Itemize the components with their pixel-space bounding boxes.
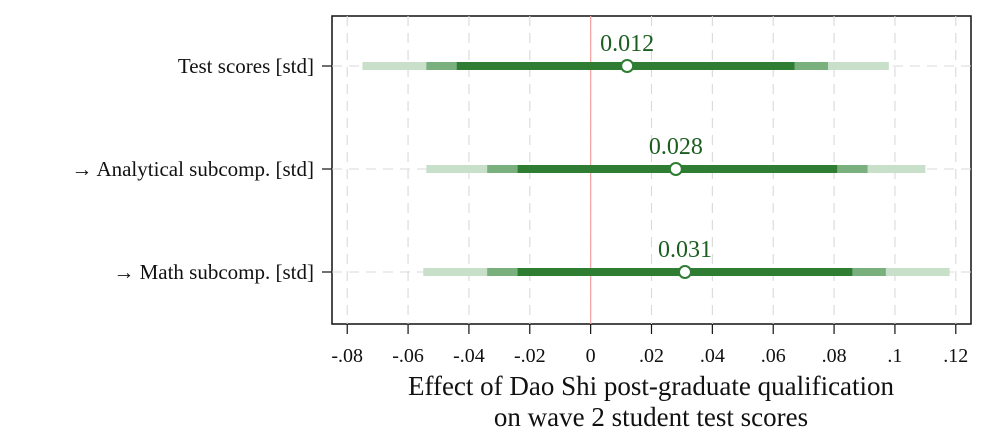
x-axis-ticks: -.08 -.06 -.04 -.02 0 .02 .04 .06 .08 .1 .12 (331, 324, 968, 367)
x-tick-label: -.06 (392, 345, 424, 367)
x-tick-label: -.04 (453, 345, 485, 367)
point-estimate-marker (668, 162, 683, 176)
row-label: → Math subcomp. [std] (113, 260, 314, 284)
coefficient-rows: Test scores [std] 0.012 → Analytical subco… (71, 31, 950, 284)
x-tick-label: .08 (822, 345, 847, 367)
x-tick-label: .02 (639, 345, 664, 367)
x-axis-title-line-2: on wave 2 student test scores (494, 402, 808, 432)
coefficient-row: Test scores [std] 0.012 (178, 31, 889, 78)
x-tick-label: -.02 (514, 345, 546, 367)
x-tick-label: -.08 (331, 345, 363, 367)
x-tick-label: .12 (943, 345, 968, 367)
point-estimate-label: 0.012 (600, 31, 654, 57)
coefficient-row: → Analytical subcomp. [std] 0.028 (71, 134, 926, 181)
x-axis-title-line-1: Effect of Dao Shi post-graduate qualific… (408, 371, 895, 401)
x-tick-label: .1 (887, 345, 902, 367)
x-tick-label: .04 (700, 345, 725, 367)
coefficient-row: → Math subcomp. [std] 0.031 (113, 237, 950, 284)
row-label: Test scores [std] (178, 54, 314, 78)
point-estimate-marker (620, 59, 635, 73)
point-estimate-marker (677, 265, 692, 279)
point-estimate-label: 0.031 (658, 237, 712, 263)
row-label: → Analytical subcomp. [std] (71, 157, 314, 181)
x-tick-label: 0 (586, 345, 596, 367)
point-estimate-label: 0.028 (649, 134, 703, 160)
x-tick-label: .06 (761, 345, 786, 367)
